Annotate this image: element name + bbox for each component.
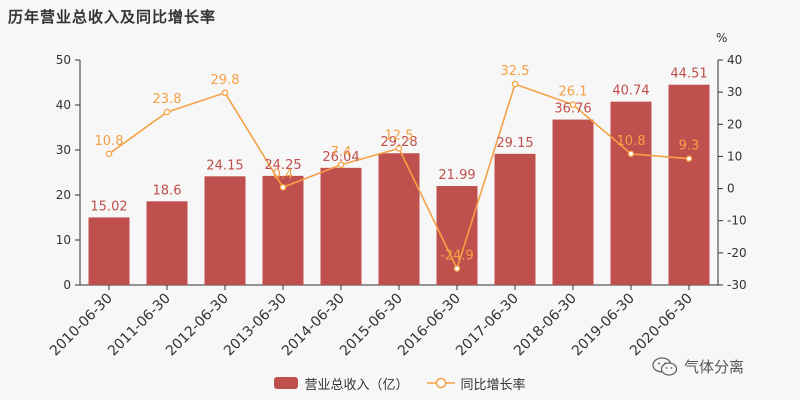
line-value-label: 10.8	[95, 134, 124, 149]
line-value-label: 23.8	[153, 92, 182, 107]
right-axis-unit: %	[716, 31, 727, 45]
legend-item-revenue[interactable]: 营业总收入（亿）	[274, 374, 409, 393]
legend-label-revenue: 营业总收入（亿）	[304, 377, 409, 393]
bar[interactable]	[146, 201, 188, 285]
bar-value-label: 24.25	[264, 158, 301, 173]
bar-value-label: 29.28	[380, 135, 417, 150]
line-point[interactable]	[105, 150, 113, 158]
bar[interactable]	[262, 175, 304, 285]
line-value-label: 0.4	[273, 167, 294, 182]
right-tick-label: -10	[727, 214, 747, 228]
right-tick-label: 20	[727, 117, 742, 131]
line-value-label: -24.9	[440, 249, 474, 264]
bar[interactable]	[552, 119, 594, 285]
watermark: 气体分离	[652, 356, 744, 377]
left-tick-label: 30	[56, 143, 71, 157]
legend: 营业总收入（亿） 同比增长率	[0, 372, 800, 394]
bar-value-label: 21.99	[438, 168, 475, 183]
bar[interactable]	[610, 101, 652, 285]
line-point[interactable]	[627, 150, 635, 158]
right-tick-label: -20	[727, 246, 747, 260]
line-point[interactable]	[511, 80, 519, 88]
left-tick-label: 10	[56, 233, 71, 247]
line-point[interactable]	[569, 101, 577, 108]
bar-value-label: 36.76	[554, 102, 591, 117]
bar[interactable]	[668, 84, 710, 285]
x-tick-label: 2020-06-30	[627, 291, 696, 360]
bar[interactable]	[204, 176, 246, 285]
bar-value-label: 40.74	[612, 84, 649, 99]
bar[interactable]	[494, 153, 536, 285]
bar-series	[88, 84, 710, 285]
legend-bar-swatch	[274, 377, 299, 389]
wechat-icon	[652, 356, 678, 376]
left-tick-label: 50	[56, 53, 71, 67]
right-tick-label: -30	[727, 278, 747, 292]
bar-value-label: 15.02	[90, 199, 127, 214]
line-point[interactable]	[453, 265, 461, 272]
right-tick-label: 30	[727, 85, 742, 99]
bar[interactable]	[88, 217, 130, 285]
line-value-label: 10.8	[617, 134, 646, 149]
bar[interactable]	[320, 167, 362, 285]
line-value-label: 26.1	[559, 85, 588, 100]
line-point[interactable]	[395, 145, 403, 152]
line-series	[105, 80, 693, 272]
data-labels: 15.02 18.6 24.15 24.25 26.04 29.28 21.99 29.15 3…	[90, 64, 707, 264]
left-tick-label: 0	[63, 278, 71, 292]
right-tick-label: 40	[727, 53, 742, 67]
legend-item-growth[interactable]: 同比增长率	[426, 374, 526, 393]
line-value-label: 29.8	[211, 73, 240, 88]
legend-label-growth: 同比增长率	[460, 377, 526, 393]
line-point[interactable]	[221, 89, 229, 97]
line-point[interactable]	[163, 108, 171, 116]
line-point[interactable]	[279, 184, 287, 191]
chart-title: 历年营业总收入及同比增长率	[8, 8, 217, 26]
right-tick-label: 0	[727, 182, 735, 196]
right-tick-label: 10	[727, 149, 742, 163]
legend-line-swatch	[426, 377, 455, 389]
left-tick-label: 40	[56, 98, 71, 112]
bar-value-label: 44.51	[670, 67, 707, 82]
line-value-label: 7.4	[331, 145, 352, 160]
left-tick-label: 20	[56, 188, 71, 202]
bar-value-label: 18.6	[153, 183, 182, 198]
bar-value-label: 29.15	[496, 136, 533, 151]
watermark-text: 气体分离	[684, 358, 745, 376]
bar[interactable]	[378, 153, 420, 285]
line-point[interactable]	[337, 161, 345, 169]
bar-value-label: 26.04	[322, 150, 359, 165]
line-value-label: 9.3	[679, 139, 700, 154]
bar-value-label: 24.15	[206, 158, 243, 173]
line-value-label: 32.5	[501, 64, 530, 79]
line-value-label: 12.5	[385, 128, 414, 143]
line-point[interactable]	[685, 155, 693, 162]
